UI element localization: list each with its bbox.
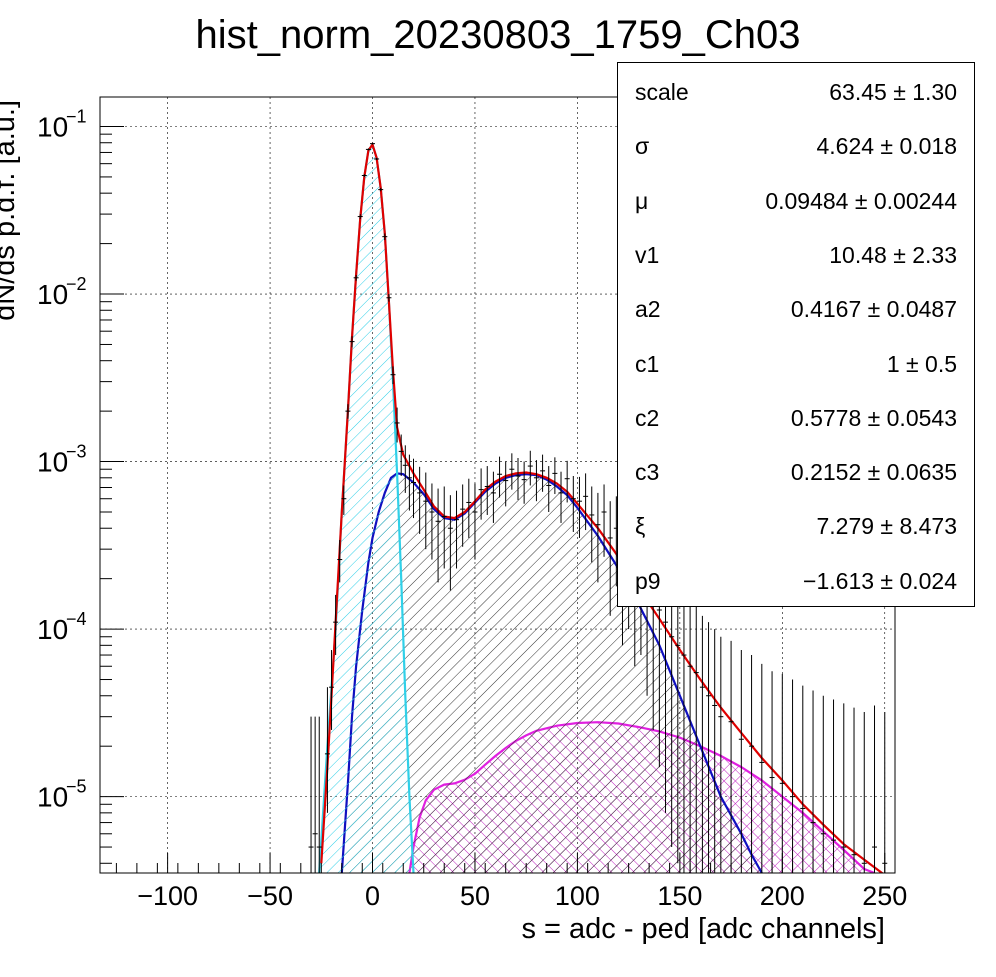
stats-param-name: σ — [635, 133, 650, 160]
stats-row: scale 63.45 ± 1.30 — [618, 65, 974, 119]
stats-param-name: ξ — [635, 513, 646, 540]
stats-param-name: a2 — [635, 296, 661, 323]
curve-fill-signal — [341, 473, 762, 873]
stats-param-name: scale — [635, 79, 689, 105]
y-tick-exponent: −1 — [66, 107, 87, 127]
stats-row: v1 10.48 ± 2.33 — [618, 228, 974, 282]
axes: −100 −50 0 50 100 150 200 25010−510−410−310−210… — [37, 107, 907, 911]
stats-param-value: 0.09484 ± 0.00244 — [765, 187, 957, 214]
stats-row: c1 1 ± 0.5 — [618, 337, 974, 391]
y-tick-label: 10 — [37, 447, 68, 478]
x-tick-label: 150 — [657, 881, 702, 911]
stats-row: a2 0.4167 ± 0.0487 — [618, 282, 974, 336]
stats-param-value: 0.5778 ± 0.0543 — [790, 404, 957, 431]
x-tick-label: −100 — [137, 881, 198, 911]
y-tick-exponent: −3 — [66, 442, 87, 462]
stats-param-value: 10.48 ± 2.33 — [829, 241, 957, 268]
x-tick-label: 0 — [365, 881, 380, 911]
stats-row: μ 0.09484 ± 0.00244 — [618, 174, 974, 228]
fit-curves — [318, 142, 884, 873]
stats-param-value: 7.279 ± 8.473 — [816, 513, 957, 540]
y-tick-exponent: −5 — [66, 777, 87, 797]
fit-stats-box: scale 63.45 ± 1.30 σ 4.624 ± 0.018 μ 0.09484 … — [617, 62, 975, 607]
y-tick-exponent: −4 — [66, 609, 87, 629]
stats-param-name: c2 — [635, 404, 660, 431]
stats-param-value: −1.613 ± 0.024 — [803, 567, 957, 594]
x-tick-label: 100 — [555, 881, 600, 911]
stats-row: ξ 7.279 ± 8.473 — [618, 499, 974, 553]
stats-param-value: 4.624 ± 0.018 — [816, 133, 957, 160]
stats-param-name: c3 — [635, 459, 660, 486]
y-tick-label: 10 — [37, 614, 68, 645]
stats-row: c3 0.2152 ± 0.0635 — [618, 445, 974, 499]
stats-param-name: p9 — [635, 567, 661, 594]
x-tick-label: 200 — [760, 881, 805, 911]
x-tick-label: 250 — [862, 881, 907, 911]
stats-param-value: 63.45 ± 1.30 — [829, 79, 957, 105]
stats-param-value: 0.4167 ± 0.0487 — [790, 296, 957, 323]
x-axis-label: s = adc - ped [adc channels] — [521, 913, 885, 945]
stats-param-name: v1 — [635, 241, 660, 268]
y-tick-exponent: −2 — [66, 274, 87, 294]
x-tick-label: −50 — [247, 881, 293, 911]
stats-param-name: c1 — [635, 350, 660, 377]
y-tick-label: 10 — [37, 112, 68, 143]
stats-row: p9 −1.613 ± 0.024 — [618, 554, 974, 608]
stats-param-value: 1 ± 0.5 — [886, 350, 957, 377]
x-tick-label: 50 — [460, 881, 490, 911]
stats-param-name: μ — [635, 187, 649, 214]
stats-row: σ 4.624 ± 0.018 — [618, 119, 974, 173]
stats-row: c2 0.5778 ± 0.0543 — [618, 391, 974, 445]
chart-title: hist_norm_20230803_1759_Ch03 — [196, 13, 801, 57]
y-axis-label: dN/ds p.d.f. [a.u.] — [0, 100, 21, 321]
stats-param-value: 0.2152 ± 0.0635 — [790, 459, 957, 486]
y-tick-label: 10 — [37, 279, 68, 310]
y-tick-label: 10 — [37, 782, 68, 813]
